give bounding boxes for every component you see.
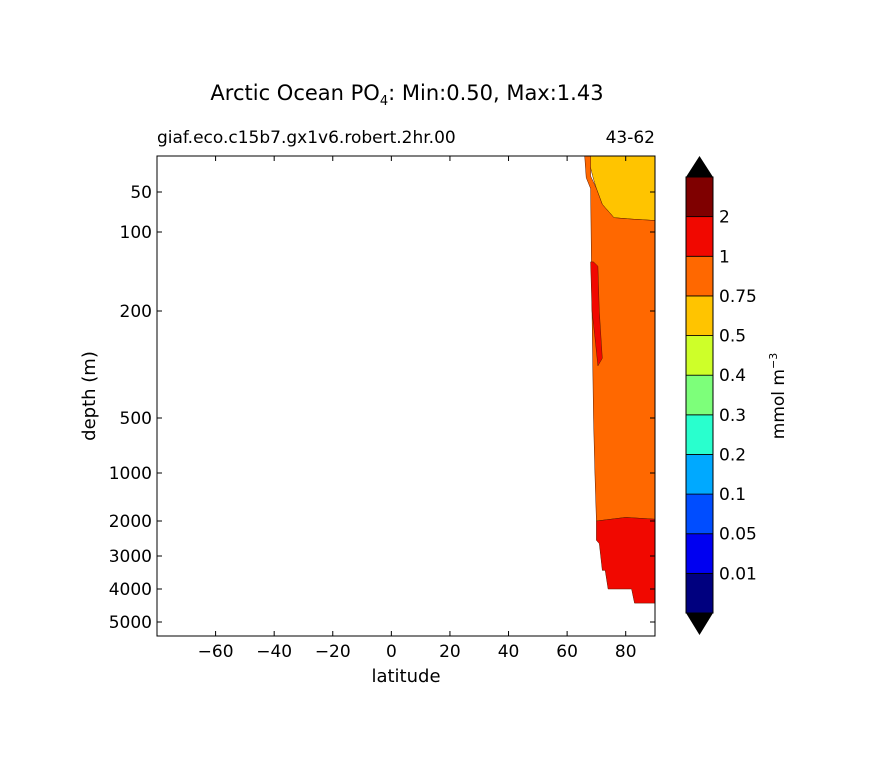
contour-region-3 (596, 517, 656, 604)
colorbar-cell (685, 216, 714, 257)
y-tick-label: 1000 (109, 464, 152, 484)
chart-subtitle-left: giaf.eco.c15b7.gx1v6.robert.2hr.00 (157, 128, 456, 148)
colorbar-cells (685, 176, 714, 614)
y-tick-label: 200 (120, 302, 152, 322)
y-tick-label: 100 (120, 223, 152, 243)
colorbar-frame (685, 176, 714, 614)
y-axis-label: depth (m) (79, 351, 100, 441)
colorbar-cell (685, 533, 714, 574)
colorbar-tick-labels: 0.01 0.05 0.1 0.2 0.3 0.4 0.5 0.75 1 2 (719, 208, 757, 585)
colorbar-tick-label: 1 (719, 247, 730, 267)
x-tick-label: −20 (315, 642, 351, 662)
chart-subtitle-right: 43-62 (606, 128, 655, 148)
y-tick-label: 500 (120, 409, 152, 429)
colorbar-cell (685, 176, 714, 218)
colorbar-extend-over (686, 156, 713, 177)
colorbar-label: mmol m−3 (767, 353, 789, 439)
y-tick-label: 4000 (109, 580, 152, 600)
plot-area: −60 −40 −20 0 20 40 60 80 50 100 200 500 1000 2000 30… (109, 155, 656, 662)
x-tick-label: 80 (615, 642, 637, 662)
x-tick-label: −40 (256, 642, 292, 662)
colorbar-tick-label: 2 (719, 208, 730, 228)
x-tick-label: −60 (198, 642, 234, 662)
y-tick-label: 50 (130, 183, 152, 203)
colorbar-tick-label: 0.1 (719, 485, 746, 505)
chart-title: Arctic Ocean PO4: Min:0.50, Max:1.43 (210, 81, 603, 109)
colorbar-tick-label: 0.05 (719, 525, 757, 545)
colorbar-tick-label: 0.2 (719, 445, 746, 465)
colorbar-cell (685, 255, 714, 297)
x-tick-label: 40 (498, 642, 520, 662)
colorbar-cell (685, 335, 714, 376)
plot-frame (156, 155, 656, 637)
colorbar-tick-label: 0.4 (719, 366, 746, 386)
colorbar-cell (685, 454, 714, 495)
x-tick-label: 20 (439, 642, 461, 662)
colorbar-cell (685, 414, 714, 455)
y-tick-label: 5000 (109, 613, 152, 633)
colorbar-extend-under (686, 613, 713, 635)
y-axis-ticks: 50 100 200 500 1000 2000 3000 4000 5000 (109, 183, 655, 633)
colorbar-cell (685, 374, 714, 416)
colorbar-tick-label: 0.01 (719, 564, 757, 584)
x-tick-label: 60 (556, 642, 578, 662)
colorbar-tick-label: 0.3 (719, 406, 746, 426)
colorbar-tick-label: 0.75 (719, 287, 757, 307)
colorbar-cell (685, 572, 714, 614)
colorbar-tick-label: 0.5 (719, 327, 746, 347)
x-axis-ticks: −60 −40 −20 0 20 40 60 80 (198, 156, 637, 662)
colorbar-cell (685, 493, 714, 535)
x-tick-label: 0 (386, 642, 397, 662)
colorbar-cell (685, 295, 714, 336)
y-tick-label: 3000 (109, 547, 152, 567)
contour-region-2 (590, 261, 603, 367)
contour-fills (584, 155, 656, 604)
y-tick-label: 2000 (109, 512, 152, 532)
plot-background (157, 156, 655, 636)
x-axis-label: latitude (371, 666, 440, 687)
colorbar: 0.01 0.05 0.1 0.2 0.3 0.4 0.5 0.75 1 2 mmol m−3 (685, 156, 789, 635)
